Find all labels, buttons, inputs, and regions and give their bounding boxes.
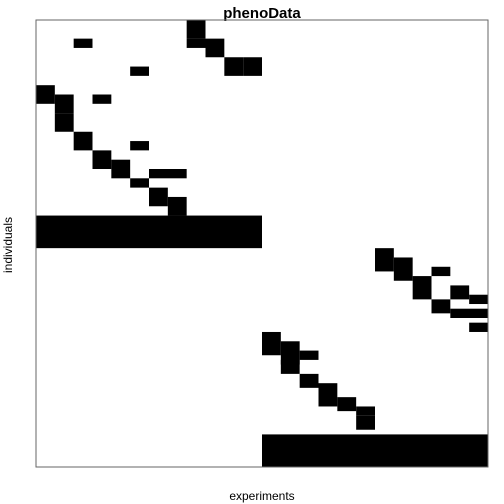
heatmap-cell-36	[356, 406, 375, 416]
heatmap-cell-11	[73, 131, 93, 151]
heatmap-cell-34	[318, 383, 338, 407]
heatmap-cell-13	[92, 150, 112, 170]
chart-title: phenoData	[223, 5, 301, 22]
x-axis-label: experiments	[229, 489, 294, 503]
heatmap-cell-2	[186, 38, 206, 48]
heatmap-cell-10	[54, 113, 74, 132]
heatmap-cell-1	[73, 38, 93, 48]
heatmap-cell-17	[149, 187, 168, 207]
heatmap-cell-30	[280, 341, 300, 365]
heatmap-cell-24	[450, 285, 470, 300]
heatmap-cell-33	[299, 373, 319, 388]
heatmap-cell-28	[469, 322, 488, 332]
heatmap-cell-14	[111, 159, 131, 179]
heatmap-cell-35	[337, 397, 357, 412]
heatmap-cell-16	[130, 178, 149, 188]
heatmap-cell-9	[92, 94, 112, 104]
heatmap-cell-31	[299, 350, 319, 360]
heatmap-cell-37	[356, 415, 375, 430]
heatmap-cell-8	[54, 94, 74, 114]
heatmap-cell-25	[469, 294, 488, 305]
heatmap-cell-19	[36, 215, 262, 249]
heatmap-cell-26	[431, 299, 451, 314]
heatmap-cell-29	[262, 331, 281, 356]
heatmap-cells	[36, 20, 488, 467]
heatmap-cell-21	[393, 257, 413, 281]
heatmap-cell-0	[186, 20, 206, 39]
heatmap-cell-23	[412, 276, 432, 300]
y-axis-label: individuals	[1, 217, 15, 273]
heatmap-cell-6	[130, 66, 149, 76]
heatmap-cell-5	[243, 57, 262, 76]
heatmap-cell-27	[450, 308, 488, 318]
plot-frame	[35, 19, 489, 468]
heatmap-cell-4	[224, 57, 244, 76]
heatmap-cell-3	[205, 38, 225, 58]
heatmap-cell-20	[375, 248, 394, 272]
heatmap-cell-7	[36, 85, 55, 104]
heatmap-cell-38	[262, 434, 488, 467]
heatmap-cell-18	[167, 196, 187, 216]
heatmap-cell-12	[130, 141, 149, 151]
heatmap-cell-32	[280, 359, 300, 374]
heatmap-cell-15	[149, 169, 187, 179]
heatmap-cell-22	[431, 266, 451, 277]
